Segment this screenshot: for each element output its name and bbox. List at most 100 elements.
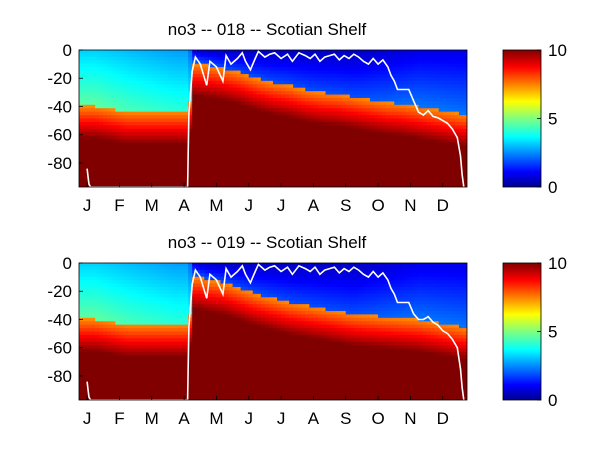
heatmap-cell	[208, 128, 213, 133]
heatmap-cell	[163, 166, 169, 171]
heatmap-cell	[289, 169, 294, 174]
heatmap-cell	[99, 145, 104, 150]
heatmap-cell	[260, 149, 266, 154]
heatmap-cell	[252, 60, 258, 65]
heatmap-cell	[127, 341, 133, 346]
heatmap-cell	[394, 132, 399, 137]
heatmap-cell	[268, 159, 274, 164]
heatmap-cell	[378, 63, 383, 68]
heatmap-cell	[378, 111, 383, 116]
heatmap-cell	[349, 166, 355, 171]
heatmap-cell	[171, 128, 177, 133]
heatmap-cell	[131, 60, 137, 65]
heatmap-cell	[184, 80, 189, 85]
heatmap-cell	[317, 180, 323, 185]
heatmap-cell	[394, 169, 399, 174]
heatmap-cell	[91, 331, 96, 336]
heatmap-cell	[301, 60, 306, 65]
heatmap-cell	[167, 317, 173, 322]
heatmap-cell	[281, 166, 286, 171]
heatmap-cell	[450, 180, 456, 185]
heatmap-cell	[361, 183, 367, 187]
heatmap-cell	[184, 70, 189, 75]
heatmap-cell	[232, 115, 238, 120]
heatmap-cell	[277, 166, 282, 171]
heatmap-cell	[454, 56, 460, 61]
heatmap-cell	[115, 386, 121, 391]
heatmap-cell	[135, 91, 141, 96]
heatmap-cell	[236, 121, 242, 126]
heatmap-cell	[232, 60, 238, 65]
chart-title: no3 -- 019 -- Scotian Shelf	[168, 233, 367, 252]
heatmap-cell	[216, 73, 222, 78]
heatmap-cell	[268, 163, 274, 168]
heatmap-cell	[188, 67, 193, 72]
heatmap-cell	[83, 53, 88, 58]
heatmap-cell	[151, 393, 157, 398]
heatmap-cell	[256, 183, 262, 187]
heatmap-cell	[224, 132, 230, 137]
heatmap-cell	[79, 341, 84, 346]
heatmap-cell	[293, 108, 298, 113]
heatmap-cell	[268, 50, 274, 55]
heatmap-cell	[111, 152, 116, 157]
heatmap-cell	[248, 149, 254, 154]
heatmap-cell	[119, 87, 125, 92]
heatmap-cell	[434, 53, 440, 58]
heatmap-cell	[123, 328, 129, 333]
heatmap-cell	[123, 111, 129, 116]
heatmap-cell	[297, 50, 302, 55]
heatmap-cell	[147, 341, 153, 346]
heatmap-cell	[91, 121, 96, 126]
heatmap-cell	[252, 50, 258, 55]
heatmap-cell	[192, 149, 197, 154]
heatmap-cell	[232, 163, 238, 168]
heatmap-cell	[462, 142, 467, 147]
heatmap-cell	[337, 139, 343, 144]
heatmap-cell	[317, 125, 323, 130]
heatmap-cell	[163, 283, 169, 288]
heatmap-cell	[171, 60, 177, 65]
heatmap-cell	[410, 63, 416, 68]
heatmap-cell	[208, 156, 213, 161]
heatmap-cell	[127, 63, 133, 68]
heatmap-cell	[402, 67, 407, 72]
heatmap-cell	[79, 173, 84, 178]
heatmap-cell	[321, 91, 327, 96]
heatmap-cell	[333, 139, 339, 144]
heatmap-cell	[337, 152, 343, 157]
heatmap-cell	[333, 121, 339, 126]
heatmap-cell	[446, 87, 452, 92]
heatmap-cell	[337, 163, 343, 168]
heatmap-cell	[309, 163, 315, 168]
heatmap-cell	[252, 67, 258, 72]
heatmap-cell	[167, 152, 173, 157]
heatmap-cell	[107, 338, 112, 343]
heatmap-cell	[123, 297, 129, 302]
heatmap-cell	[151, 331, 157, 336]
heatmap-cell	[370, 180, 375, 185]
heatmap-cell	[410, 111, 416, 116]
heatmap-cell	[107, 324, 112, 329]
heatmap-cell	[83, 389, 88, 394]
heatmap-cell	[151, 115, 157, 120]
heatmap-cell	[147, 273, 153, 278]
heatmap-cell	[180, 163, 185, 168]
heatmap-cell	[95, 77, 100, 82]
heatmap-cell	[317, 159, 323, 164]
heatmap-cell	[426, 56, 432, 61]
heatmap-cell	[212, 111, 218, 116]
heatmap-cell	[406, 73, 412, 78]
heatmap-cell	[277, 77, 282, 82]
heatmap-cell	[273, 77, 278, 82]
heatmap-cell	[341, 173, 347, 178]
heatmap-cell	[176, 263, 181, 268]
heatmap-cell	[301, 180, 306, 185]
heatmap-cell	[434, 152, 440, 157]
heatmap-cell	[349, 73, 355, 78]
heatmap-cell	[458, 149, 464, 154]
heatmap-cell	[135, 331, 141, 336]
heatmap-cell	[95, 321, 100, 326]
heatmap-cell	[151, 355, 157, 360]
heatmap-cell	[398, 60, 403, 65]
